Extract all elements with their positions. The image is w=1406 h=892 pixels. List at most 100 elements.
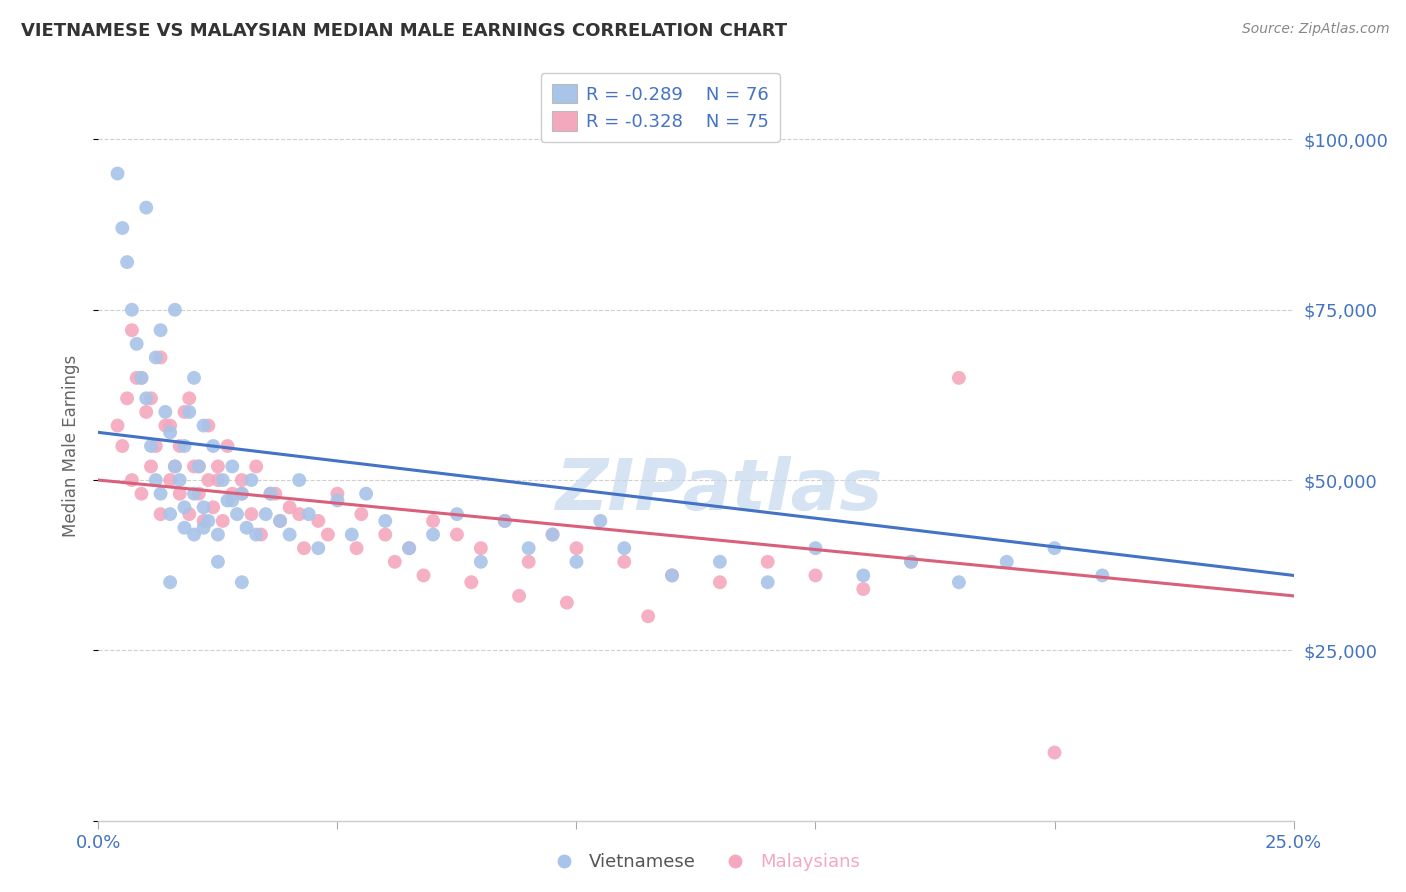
Point [131, 371, 153, 385]
Point [541, 527, 564, 541]
Point [207, 527, 229, 541]
Point [211, 473, 233, 487]
Point [179, 507, 201, 521]
Point [183, 371, 205, 385]
Point [264, 486, 287, 500]
Point [326, 493, 349, 508]
Point [121, 323, 143, 337]
Point [131, 371, 153, 385]
Point [254, 507, 277, 521]
Point [398, 541, 420, 556]
Point [193, 500, 215, 515]
Point [139, 459, 162, 474]
Point [1043, 746, 1066, 760]
Point [159, 425, 181, 440]
Point [852, 568, 875, 582]
Point [145, 439, 167, 453]
Point [183, 459, 205, 474]
Point [159, 575, 181, 590]
Point [149, 323, 172, 337]
Point [298, 507, 321, 521]
Point [179, 392, 201, 406]
Point [269, 514, 291, 528]
Point [804, 541, 827, 556]
Y-axis label: Median Male Earnings: Median Male Earnings [62, 355, 80, 537]
Point [202, 439, 225, 453]
Point [245, 459, 267, 474]
Point [155, 418, 177, 433]
Point [288, 473, 311, 487]
Point [121, 302, 143, 317]
Point [169, 486, 191, 500]
Point [231, 473, 253, 487]
Point [384, 555, 406, 569]
Point [149, 486, 172, 500]
Point [169, 439, 191, 453]
Point [173, 500, 195, 515]
Point [193, 418, 215, 433]
Point [1091, 568, 1114, 582]
Point [145, 473, 167, 487]
Point [183, 486, 205, 500]
Point [135, 392, 157, 406]
Point [292, 541, 315, 556]
Point [221, 493, 243, 508]
Point [340, 527, 363, 541]
Point [193, 521, 215, 535]
Point [226, 507, 249, 521]
Point [346, 541, 368, 556]
Point [235, 521, 257, 535]
Legend: R = -0.289    N = 76, R = -0.328    N = 75: R = -0.289 N = 76, R = -0.328 N = 75 [541, 73, 779, 142]
Point [517, 541, 540, 556]
Point [207, 473, 229, 487]
Point [115, 255, 138, 269]
Point [107, 418, 129, 433]
Point [350, 507, 373, 521]
Point [145, 351, 167, 365]
Text: ZIPatlas: ZIPatlas [557, 457, 883, 525]
Text: Source: ZipAtlas.com: Source: ZipAtlas.com [1241, 22, 1389, 37]
Point [709, 555, 731, 569]
Point [756, 555, 779, 569]
Point [756, 575, 779, 590]
Point [240, 473, 263, 487]
Point [269, 514, 291, 528]
Point [179, 405, 201, 419]
Point [217, 493, 239, 508]
Point [613, 555, 636, 569]
Point [446, 507, 468, 521]
Point [278, 527, 301, 541]
Point [259, 486, 281, 500]
Text: VIETNAMESE VS MALAYSIAN MEDIAN MALE EARNINGS CORRELATION CHART: VIETNAMESE VS MALAYSIAN MEDIAN MALE EARN… [21, 22, 787, 40]
Point [139, 439, 162, 453]
Point [374, 514, 396, 528]
Point [221, 459, 243, 474]
Point [155, 405, 177, 419]
Point [278, 500, 301, 515]
Point [125, 336, 148, 351]
Point [135, 405, 157, 419]
Point [661, 568, 683, 582]
Point [245, 527, 267, 541]
Point [231, 575, 253, 590]
Point [709, 575, 731, 590]
Point [173, 405, 195, 419]
Point [193, 514, 215, 528]
Point [240, 507, 263, 521]
Point [508, 589, 530, 603]
Point [316, 527, 339, 541]
Point [115, 392, 138, 406]
Point [661, 568, 683, 582]
Point [197, 418, 219, 433]
Point [159, 473, 181, 487]
Point [494, 514, 516, 528]
Point [121, 473, 143, 487]
Point [149, 351, 172, 365]
Point [900, 555, 922, 569]
Point [197, 473, 219, 487]
Point [613, 541, 636, 556]
Point [217, 439, 239, 453]
Point [900, 555, 922, 569]
Point [398, 541, 420, 556]
Point [125, 371, 148, 385]
